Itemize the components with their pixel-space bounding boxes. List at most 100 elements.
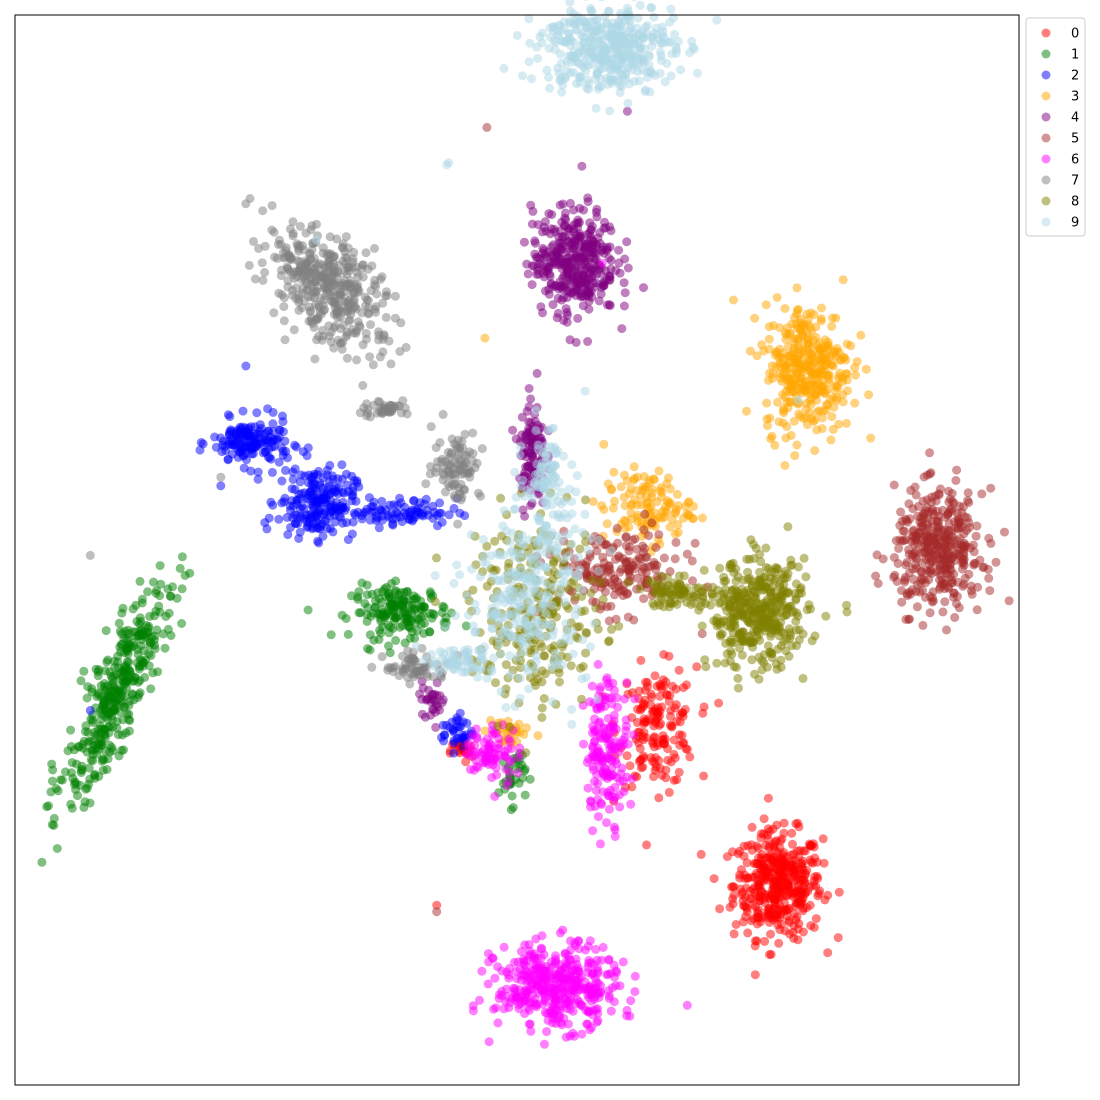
point-class-7 [294, 246, 304, 256]
point-class-6 [484, 1037, 494, 1047]
point-class-6 [590, 802, 600, 811]
point-class-0 [783, 867, 793, 877]
point-class-7 [339, 275, 349, 285]
point-class-8 [725, 602, 735, 612]
point-class-1 [141, 655, 150, 665]
point-class-2 [377, 511, 387, 521]
point-class-8 [714, 598, 724, 608]
point-class-6 [469, 765, 479, 775]
point-class-0 [639, 719, 649, 729]
point-class-2 [285, 506, 295, 515]
point-class-6 [504, 970, 514, 980]
point-class-4 [583, 197, 593, 207]
point-class-2 [196, 438, 206, 447]
point-class-3 [608, 503, 618, 513]
point-class-0 [654, 793, 664, 803]
point-class-0 [642, 678, 652, 687]
point-class-4 [529, 261, 539, 271]
point-class-2 [347, 491, 357, 501]
points-layer [37, 0, 1014, 1049]
point-class-5 [951, 476, 961, 485]
point-class-4 [622, 237, 632, 247]
point-class-2 [460, 511, 470, 521]
point-class-1 [155, 561, 165, 571]
point-class-5 [934, 521, 944, 531]
point-class-0 [797, 898, 806, 907]
point-class-2 [389, 500, 399, 510]
point-class-0 [814, 889, 824, 899]
point-class-3 [767, 361, 777, 371]
point-class-3 [817, 413, 827, 423]
point-class-0 [652, 681, 662, 691]
point-class-1 [81, 784, 91, 794]
point-class-3 [770, 440, 780, 450]
point-class-2 [237, 443, 247, 453]
point-class-0 [753, 880, 763, 890]
point-class-3 [811, 322, 821, 332]
point-class-5 [973, 582, 983, 592]
point-class-4 [527, 219, 537, 229]
point-class-2 [433, 521, 442, 531]
point-class-0 [747, 822, 757, 832]
point-class-0 [731, 920, 741, 929]
point-class-3 [745, 346, 755, 356]
point-class-2 [295, 527, 305, 537]
point-class-7 [326, 249, 336, 259]
point-class-7 [289, 325, 299, 335]
point-class-4 [620, 288, 630, 298]
point-class-3 [818, 369, 828, 379]
point-class-3 [850, 398, 860, 408]
point-class-1 [386, 602, 396, 612]
point-class-8 [635, 584, 645, 594]
point-class-2 [312, 523, 322, 533]
point-class-1 [384, 589, 393, 599]
point-class-6 [513, 768, 523, 778]
point-class-0 [741, 912, 751, 922]
point-class-6 [596, 682, 606, 692]
point-class-7 [309, 293, 319, 303]
point-class-3 [815, 344, 825, 354]
point-class-3 [626, 508, 636, 518]
point-class-0 [763, 853, 773, 863]
point-class-1 [145, 611, 155, 621]
point-class-3 [782, 330, 792, 340]
point-class-3 [515, 727, 525, 737]
point-class-0 [636, 704, 646, 713]
point-class-2 [253, 467, 263, 477]
point-class-7 [352, 355, 362, 365]
point-class-3 [796, 412, 806, 421]
point-class-6 [572, 995, 582, 1005]
point-class-1 [113, 663, 123, 673]
point-class-1 [107, 715, 117, 725]
point-class-5 [690, 538, 700, 548]
point-class-1 [113, 730, 123, 740]
point-class-1 [66, 725, 76, 735]
point-class-3 [850, 363, 860, 373]
point-class-7 [295, 266, 305, 276]
point-class-0 [658, 731, 668, 741]
point-class-8 [776, 655, 786, 665]
point-class-3 [817, 303, 826, 313]
point-class-7 [216, 472, 226, 482]
point-class-8 [733, 683, 743, 693]
point-class-4 [605, 300, 614, 310]
point-class-1 [119, 702, 129, 712]
point-class-7 [361, 248, 371, 258]
point-class-0 [638, 735, 648, 745]
point-class-0 [776, 859, 786, 869]
point-class-0 [664, 697, 674, 707]
point-class-0 [833, 933, 843, 943]
point-class-1 [520, 764, 530, 774]
point-class-4 [558, 199, 568, 209]
point-class-3 [839, 353, 848, 363]
point-class-8 [787, 560, 797, 570]
point-class-5 [640, 543, 649, 553]
point-class-4 [564, 279, 574, 289]
point-class-5 [612, 523, 622, 533]
point-class-6 [495, 990, 504, 1000]
point-class-2 [434, 508, 444, 518]
point-class-5 [922, 528, 932, 538]
point-class-0 [674, 665, 684, 675]
point-class-4 [596, 289, 606, 299]
point-class-5 [991, 557, 1001, 567]
